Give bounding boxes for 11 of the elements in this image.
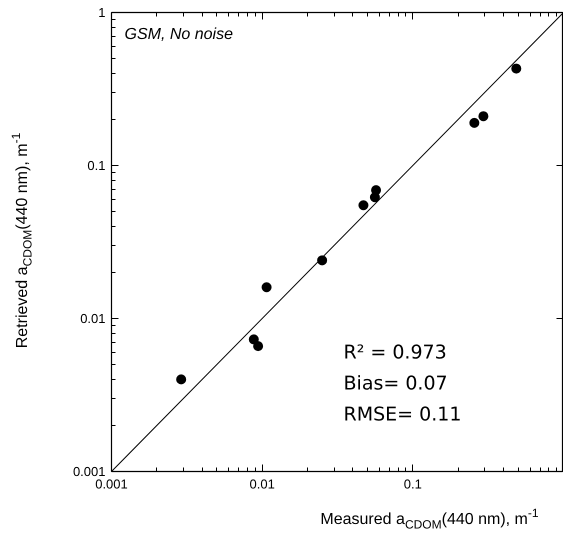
x-tick-label: 0.01 (250, 476, 275, 492)
y-axis-title: Retrieved aCDOM(440 nm), m-1 (8, 132, 34, 348)
y-tick-label: 1 (98, 5, 106, 20)
annotation: Bias= 0.07 (344, 372, 448, 394)
annotation: GSM, No noise (124, 26, 234, 43)
y-tick-label: 0.1 (87, 158, 106, 173)
x-tick-label: 0.1 (404, 476, 422, 492)
y-tick-label: 0.001 (72, 464, 106, 479)
y-tick-label: 0.01 (80, 311, 106, 326)
annotation: RMSE= 0.11 (344, 404, 462, 426)
annotation: R² = 0.973 (344, 342, 447, 364)
